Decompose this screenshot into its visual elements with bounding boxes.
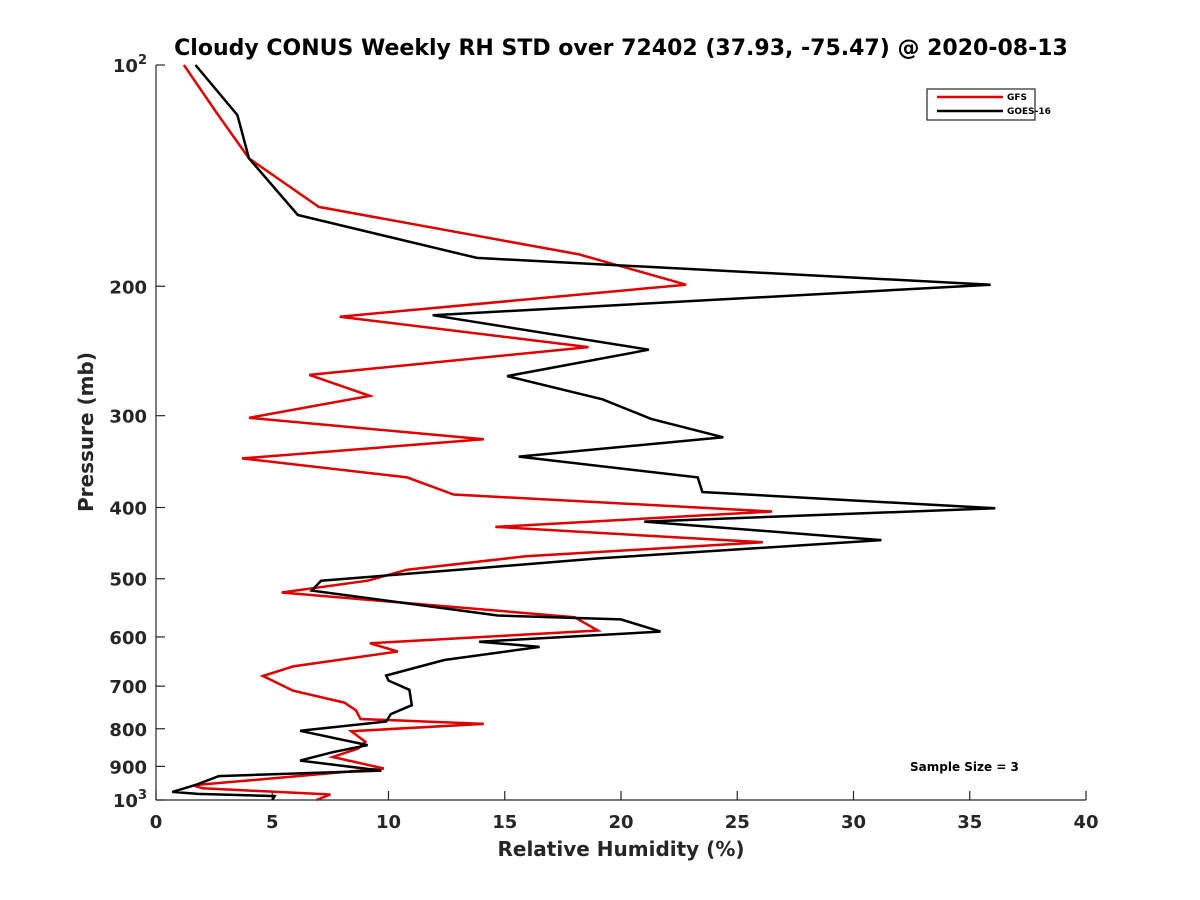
y-tick-base: 400 <box>109 499 147 520</box>
legend: GFS GOES-16 <box>926 88 1051 121</box>
y-tick-exponent: 2 <box>138 53 147 68</box>
y-tick-base: 900 <box>109 757 147 778</box>
series-line-goes16 <box>171 64 996 801</box>
y-tick-label: 102 <box>113 53 147 77</box>
series-layer <box>171 64 996 802</box>
x-tick-label: 5 <box>266 812 279 833</box>
legend-box <box>926 88 1036 121</box>
y-tick-base: 300 <box>109 407 147 428</box>
y-tick-label: 200 <box>109 277 147 298</box>
y-tick-base: 800 <box>109 720 147 741</box>
y-tick-base: 10 <box>113 56 138 77</box>
x-tick-label: 15 <box>492 812 517 833</box>
y-axis-label: Pressure (mb) <box>74 352 98 512</box>
y-tick-label: 700 <box>109 677 147 698</box>
y-tick-label: 500 <box>109 570 147 591</box>
legend-label-gfs: GFS <box>1007 93 1027 103</box>
y-tick-label: 600 <box>109 628 147 649</box>
y-tick-exponent: 3 <box>138 788 147 803</box>
x-tick-label: 0 <box>150 812 163 833</box>
y-tick-base: 500 <box>109 570 147 591</box>
y-tick-base: 700 <box>109 677 147 698</box>
x-tick-label: 20 <box>608 812 633 833</box>
y-tick-label: 800 <box>109 720 147 741</box>
sample-size-annotation: Sample Size = 3 <box>910 760 1019 774</box>
y-tick-label: 900 <box>109 757 147 778</box>
x-tick-label: 25 <box>725 812 750 833</box>
x-tick-label: 40 <box>1073 812 1098 833</box>
y-tick-label: 300 <box>109 407 147 428</box>
x-axis-label: Relative Humidity (%) <box>497 837 744 861</box>
x-tick-label: 10 <box>376 812 401 833</box>
y-tick-label: 400 <box>109 499 147 520</box>
y-tick-base: 10 <box>113 791 138 812</box>
y-tick-base: 600 <box>109 628 147 649</box>
chart-title: Cloudy CONUS Weekly RH STD over 72402 (3… <box>174 36 1068 61</box>
y-tick-label: 103 <box>113 788 147 812</box>
x-tick-label: 30 <box>841 812 866 833</box>
legend-label-goes16: GOES-16 <box>1007 107 1051 117</box>
x-ticks: 0 5 10 15 20 25 30 35 40 <box>150 791 1099 833</box>
x-tick-label: 35 <box>957 812 982 833</box>
series-line-gfs <box>182 64 773 802</box>
y-tick-base: 200 <box>109 277 147 298</box>
axes <box>155 65 1086 801</box>
